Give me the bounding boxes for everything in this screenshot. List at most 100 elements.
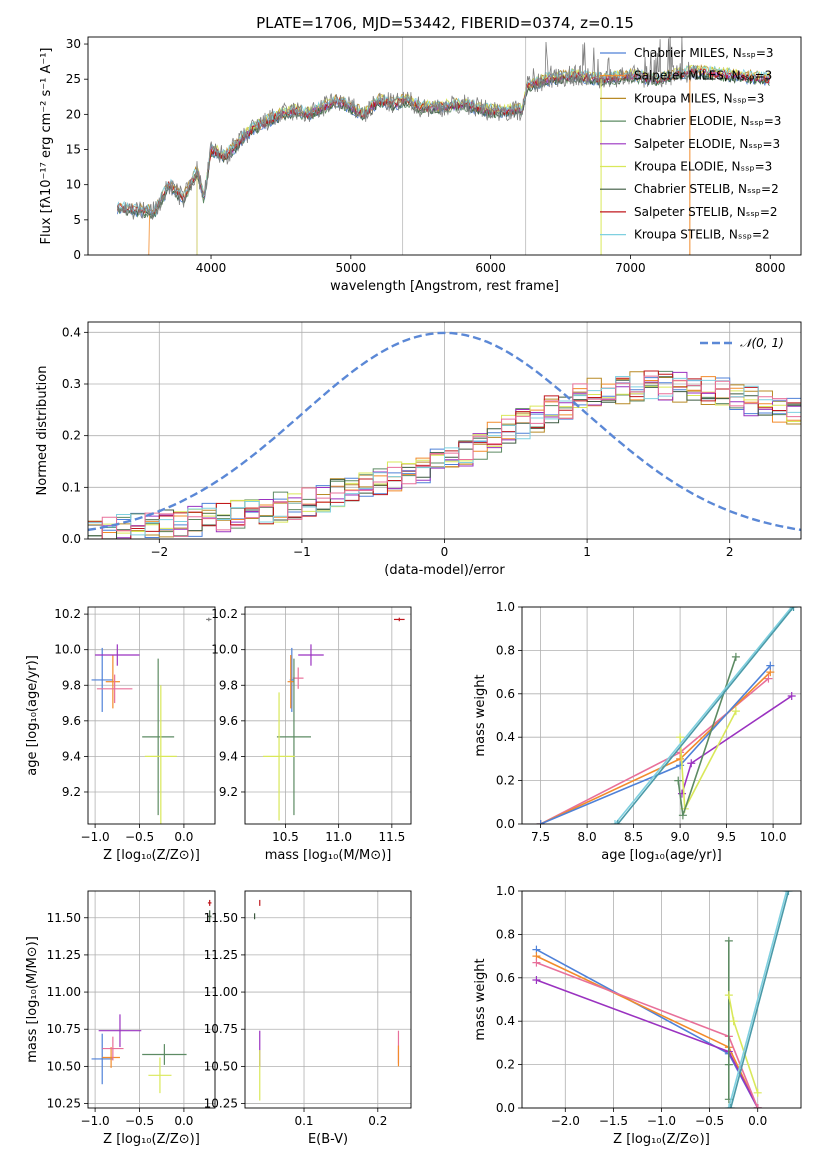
legend-label: Chabrier ELODIE, Nₛₛₚ=3 xyxy=(634,114,781,128)
data-point xyxy=(91,1033,113,1085)
y-tick-label: 0.6 xyxy=(496,687,515,701)
x-tick-label: 8000 xyxy=(755,261,786,275)
data-point xyxy=(276,658,311,816)
mass-weight-marker xyxy=(676,761,685,770)
x-tick-label: 10.5 xyxy=(272,830,299,844)
mass-weight-marker xyxy=(731,707,740,716)
mass-weight-marker xyxy=(532,975,541,984)
mass-weight-line xyxy=(540,671,771,824)
mass-weight-marker xyxy=(789,607,798,611)
data-point xyxy=(206,617,212,622)
data-point xyxy=(102,1036,124,1061)
x-tick-label: 8.0 xyxy=(578,830,597,844)
legend-label: Kroupa MILES, Nₛₛₚ=3 xyxy=(634,91,764,105)
data-point xyxy=(263,692,296,821)
mass-weight-line xyxy=(730,891,790,1108)
y-tick-label: 9.4 xyxy=(62,749,81,763)
y-tick-label: 10.0 xyxy=(54,643,81,657)
plot-area xyxy=(263,617,405,821)
x-axis-label: age [log₁₀(age/yr)] xyxy=(601,848,722,863)
x-tick-label: 11.5 xyxy=(378,830,405,844)
data-point xyxy=(91,647,113,712)
y-tick-label: 5 xyxy=(73,213,81,227)
data-point xyxy=(287,655,294,709)
plot-area xyxy=(91,617,212,824)
x-tick-label: 11.0 xyxy=(325,830,352,844)
y-tick-label: 0 xyxy=(73,248,81,262)
x-tick-label: 6000 xyxy=(475,261,506,275)
y-tick-label: 10.2 xyxy=(211,607,238,621)
y-tick-label: 9.2 xyxy=(62,785,81,799)
normal-distribution-curve xyxy=(88,331,801,532)
x-axis-label: mass [log₁₀(M/M⊙)] xyxy=(265,848,392,863)
y-tick-label: 10.50 xyxy=(47,1059,81,1073)
mass-weight-marker xyxy=(532,958,541,967)
data-point xyxy=(144,685,177,824)
mass-weight-marker xyxy=(782,891,791,895)
mass-weight-marker xyxy=(687,759,696,768)
y-tick-label: 9.4 xyxy=(219,749,238,763)
axes-frame xyxy=(521,890,802,1109)
data-point xyxy=(96,674,133,704)
mass-weight-marker xyxy=(724,991,733,1000)
axes-frame xyxy=(87,890,216,1109)
y-tick-label: 9.8 xyxy=(219,678,238,692)
x-tick-label: 2 xyxy=(726,545,734,559)
mass-weight-marker xyxy=(787,691,796,700)
panel-residuals: −2 −1 0 1 2 0.0 0.1 0.2 0.3 0.4 (data-model)/error… xyxy=(35,321,802,578)
x-tick-label: −1.0 xyxy=(81,1114,110,1128)
x-tick-label: −0.5 xyxy=(125,830,154,844)
y-tick-label: 0.0 xyxy=(62,532,81,546)
legend-label: Salpeter STELIB, Nₛₛₚ=2 xyxy=(634,205,778,219)
x-tick-label: 0.2 xyxy=(368,1114,387,1128)
y-tick-label: 11.00 xyxy=(204,985,238,999)
x-tick-label: −1.5 xyxy=(599,1114,628,1128)
x-tick-label: −0.5 xyxy=(125,1114,154,1128)
mass-weight-line xyxy=(540,665,771,824)
mass-weight-marker xyxy=(724,1060,733,1069)
y-axis-label: Normed distribution xyxy=(35,366,50,496)
y-tick-label: 0.4 xyxy=(496,1014,515,1028)
legend-label: Kroupa ELODIE, Nₛₛₚ=3 xyxy=(634,160,772,174)
x-tick-label: 7.5 xyxy=(531,830,550,844)
y-tick-label: 1.0 xyxy=(496,884,515,898)
x-tick-label: −1.0 xyxy=(647,1114,676,1128)
axes-frame xyxy=(244,606,412,825)
panel-weight_vs_Z: −2.0 −1.5 −1.0 −0.5 0.0 0.0 0.2 0.4 0.6 0.8 1.0 Z [… xyxy=(473,884,802,1147)
figure-title: PLATE=1706, MJD=53442, FIBERID=0374, z=0… xyxy=(256,14,634,32)
y-tick-label: 0.1 xyxy=(62,480,81,494)
legend-label: Kroupa STELIB, Nₛₛₚ=2 xyxy=(634,228,770,242)
data-point xyxy=(102,1047,120,1068)
mass-weight-marker xyxy=(726,1104,735,1108)
mass-weight-marker xyxy=(724,936,733,945)
data-point xyxy=(142,658,175,816)
panel-age_vs_mass: 10.5 11.0 11.5 9.2 9.4 9.6 9.8 10.0 10.2 mass [lo… xyxy=(211,606,412,863)
y-tick-label: 10.75 xyxy=(47,1022,81,1036)
mass-weight-line xyxy=(536,961,759,1108)
x-tick-label: 10.0 xyxy=(760,830,787,844)
data-point xyxy=(105,655,120,709)
y-tick-label: 11.50 xyxy=(47,911,81,925)
y-tick-label: 9.6 xyxy=(62,714,81,728)
y-tick-label: 11.25 xyxy=(47,948,81,962)
data-point xyxy=(142,1044,187,1065)
x-tick-label: −1.0 xyxy=(81,830,110,844)
x-tick-label: 9.0 xyxy=(671,830,690,844)
data-point xyxy=(298,644,324,666)
y-tick-label: 25 xyxy=(66,72,81,86)
mass-weight-line xyxy=(540,677,769,824)
x-tick-label: −2 xyxy=(150,545,168,559)
axes-frame xyxy=(87,606,216,825)
x-axis-label: E(B-V) xyxy=(308,1132,348,1147)
x-axis-label: wavelength [Angstrom, rest frame] xyxy=(330,279,559,294)
legend-label: 𝒩(0, 1) xyxy=(740,336,784,350)
data-point xyxy=(207,910,212,923)
plot-area xyxy=(536,607,798,824)
panel-weight_vs_age: 7.5 8.0 8.5 9.0 9.5 10.0 0.0 0.2 0.4 0.6 0.8 1.0 age… xyxy=(473,600,802,863)
x-tick-label: 9.5 xyxy=(717,830,736,844)
mass-weight-line xyxy=(536,979,759,1108)
data-point xyxy=(95,644,140,666)
data-point xyxy=(292,667,304,689)
data-point xyxy=(148,1057,172,1094)
y-axis-label: age [log₁₀(age/yr)] xyxy=(25,655,40,776)
